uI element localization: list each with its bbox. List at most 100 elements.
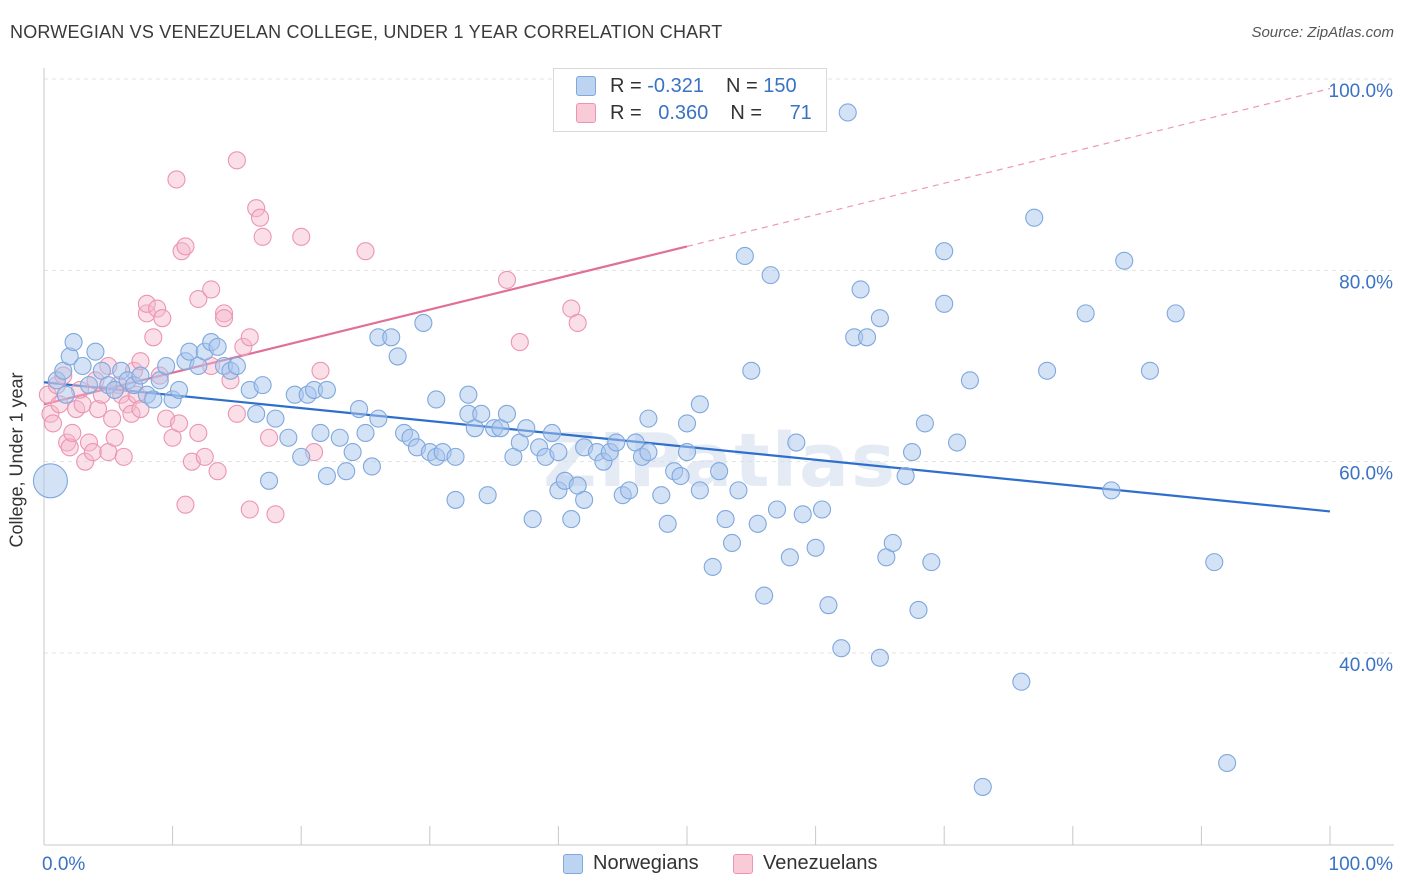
norwegians-point (735, 246, 754, 266)
venezuelans-swatch (733, 853, 753, 874)
venezuelans-point (208, 462, 227, 481)
norwegians-point (317, 466, 336, 486)
norwegians-point (851, 280, 870, 299)
norwegians-point (787, 433, 806, 452)
norwegians-point (915, 414, 934, 433)
norwegians-point (767, 500, 787, 519)
norwegians-point (105, 380, 124, 399)
venezuelans-point (227, 404, 246, 423)
norwegians-point (948, 433, 967, 452)
norwegians-point (658, 514, 677, 533)
norwegians-point (896, 466, 915, 486)
norwegians-point (819, 596, 838, 615)
venezuelans-point (356, 242, 375, 261)
norwegians-point (652, 486, 671, 505)
n-value: 150 (763, 74, 797, 97)
norwegians-point (169, 380, 189, 399)
venezuelans-point (292, 227, 311, 246)
norwegians-point (761, 266, 780, 285)
norwegians-point (1166, 304, 1185, 323)
venezuelans-point (153, 309, 172, 328)
r-value: -0.321 (647, 74, 704, 97)
x-tick-label: 100.0% (1329, 854, 1394, 875)
r-value: 0.360 (658, 101, 709, 124)
norwegians-point (722, 533, 742, 553)
legend-label-norwegians: Norwegians (593, 852, 699, 874)
r-label: R = (610, 101, 648, 124)
norwegians-point (427, 390, 446, 409)
norwegians-point (690, 481, 709, 500)
norwegians-point (542, 423, 562, 443)
norwegians-point (227, 356, 246, 376)
venezuelans-point (76, 452, 95, 471)
norwegians-point (1205, 553, 1224, 572)
norwegians-point (857, 328, 877, 347)
norwegians-point (208, 337, 227, 356)
norwegians-point (883, 533, 902, 553)
tick-labels: 40.0% 60.0% 80.0% 100.0% 0.0% 100.0% (42, 81, 1393, 875)
norwegians-point (1140, 361, 1160, 380)
norwegians-point (677, 443, 697, 462)
venezuelans-point (250, 208, 270, 227)
norwegians-point (247, 404, 266, 423)
n-label: N = (730, 101, 768, 124)
venezuelans-trend-extension (686, 87, 1331, 247)
legend-item-venezuelans: Venezuelans (733, 852, 878, 875)
y-tick-label: 80.0% (1339, 272, 1393, 293)
venezuelans-point (148, 299, 167, 318)
norwegians-point (517, 419, 536, 438)
norwegians-point (832, 639, 851, 658)
norwegians-point (362, 457, 381, 476)
norwegians-point (253, 376, 272, 395)
norwegians-swatch (563, 853, 583, 874)
norwegians-point (1115, 251, 1134, 270)
norwegians-point (575, 490, 594, 509)
venezuelans-point (88, 399, 108, 419)
venezuelans-point (144, 328, 163, 347)
legend-label-venezuelans: Venezuelans (763, 852, 878, 874)
n-label: N = (725, 74, 764, 97)
norwegians-point (414, 313, 433, 333)
norwegians-point (1038, 361, 1057, 380)
n-value: 71 (789, 101, 812, 124)
norwegians-point (716, 510, 735, 529)
venezuelans-point (568, 313, 587, 333)
venezuelans-swatch (576, 103, 596, 123)
norwegians-point (793, 505, 812, 524)
y-tick-label: 40.0% (1339, 655, 1393, 676)
legend-row-norwegians: R = -0.321 N = 150 (576, 73, 797, 99)
stats-legend: R = -0.321 N = 150 R = 0.360 N = 71 (553, 68, 827, 132)
norwegians-point (343, 443, 362, 462)
norwegians-point (446, 447, 465, 466)
norwegians-point (780, 548, 799, 567)
venezuelans-point (240, 328, 259, 347)
chart-title: NORWEGIAN VS VENEZUELAN COLLEGE, UNDER 1… (10, 22, 723, 42)
norwegians-point (935, 242, 954, 261)
y-tick-label: 100.0% (1329, 81, 1394, 102)
source-label: Source: ZipAtlas.com (1251, 24, 1394, 41)
norwegians-point (388, 347, 407, 366)
venezuelans-point (234, 337, 253, 356)
venezuelans-point (122, 404, 141, 423)
venezuelans-point (83, 443, 102, 462)
norwegians-point (838, 103, 857, 122)
norwegians-point (755, 586, 774, 605)
norwegians-point (459, 385, 478, 404)
norwegians-point (478, 486, 497, 505)
norwegians-point (549, 443, 568, 462)
norwegians-point (356, 423, 375, 443)
venezuelans-point (103, 409, 122, 428)
venezuelans-point (189, 289, 208, 309)
norwegians-point (279, 428, 298, 447)
venezuelans-point (79, 433, 99, 452)
norwegians-swatch (576, 76, 596, 96)
venezuelans-point (311, 361, 330, 380)
venezuelans-point (167, 170, 186, 189)
norwegians-point (259, 471, 279, 490)
r-label: R = (610, 74, 648, 97)
norwegians-point (56, 385, 75, 404)
norwegians-point (1012, 672, 1031, 691)
norwegians-point (562, 510, 581, 529)
norwegians-point (144, 390, 163, 409)
venezuelans-point (105, 428, 124, 447)
